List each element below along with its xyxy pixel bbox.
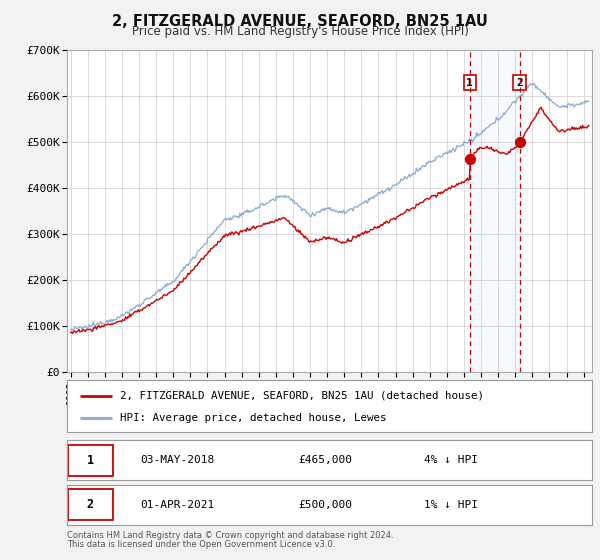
Text: 01-APR-2021: 01-APR-2021 <box>140 500 215 510</box>
Text: £465,000: £465,000 <box>298 455 352 465</box>
Text: £500,000: £500,000 <box>298 500 352 510</box>
Text: Contains HM Land Registry data © Crown copyright and database right 2024.: Contains HM Land Registry data © Crown c… <box>67 531 394 540</box>
Bar <box>470 50 520 372</box>
Point <box>465 154 475 163</box>
Text: 2: 2 <box>516 78 523 87</box>
Text: 2, FITZGERALD AVENUE, SEAFORD, BN25 1AU (detached house): 2, FITZGERALD AVENUE, SEAFORD, BN25 1AU … <box>120 391 484 401</box>
FancyBboxPatch shape <box>68 445 113 475</box>
Text: 4% ↓ HPI: 4% ↓ HPI <box>424 455 478 465</box>
Text: 03-MAY-2018: 03-MAY-2018 <box>140 455 215 465</box>
Text: 1% ↓ HPI: 1% ↓ HPI <box>424 500 478 510</box>
Text: This data is licensed under the Open Government Licence v3.0.: This data is licensed under the Open Gov… <box>67 540 335 549</box>
Text: 2, FITZGERALD AVENUE, SEAFORD, BN25 1AU: 2, FITZGERALD AVENUE, SEAFORD, BN25 1AU <box>112 14 488 29</box>
Text: 1: 1 <box>87 454 94 466</box>
Text: 1: 1 <box>466 78 473 87</box>
Text: Price paid vs. HM Land Registry's House Price Index (HPI): Price paid vs. HM Land Registry's House … <box>131 25 469 38</box>
FancyBboxPatch shape <box>68 489 113 520</box>
Text: 2: 2 <box>87 498 94 511</box>
Point <box>515 138 524 147</box>
Text: HPI: Average price, detached house, Lewes: HPI: Average price, detached house, Lewe… <box>120 413 386 423</box>
